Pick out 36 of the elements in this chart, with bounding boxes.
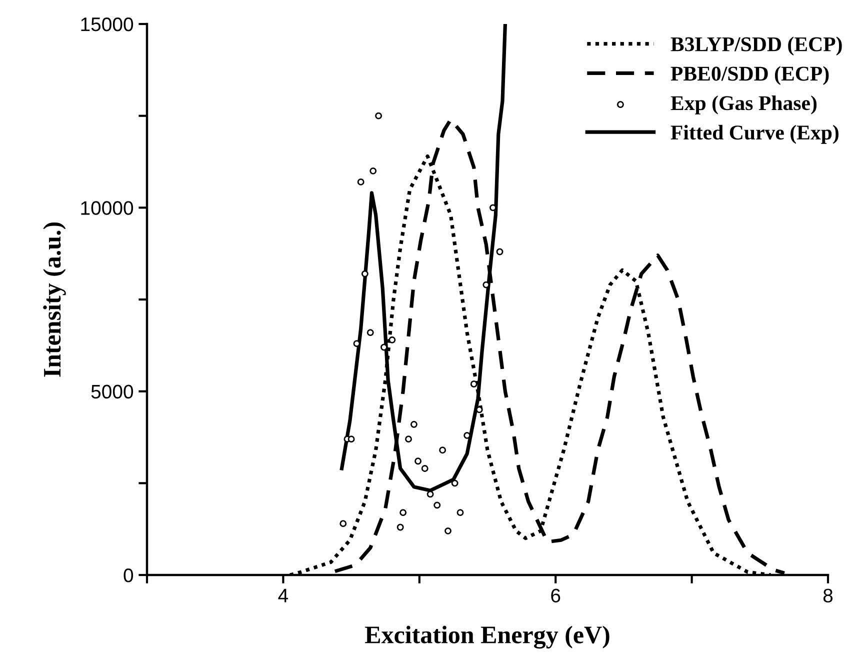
point	[396, 524, 404, 531]
y-tick-label: 5000	[91, 384, 134, 399]
point	[400, 509, 407, 516]
point	[370, 167, 377, 174]
legend-label: Fitted Curve (Exp)	[670, 124, 838, 144]
point	[426, 490, 434, 498]
y-tick-label: 15000	[81, 17, 134, 32]
point	[414, 458, 422, 465]
point	[380, 344, 388, 351]
point	[421, 465, 428, 472]
point	[444, 527, 452, 534]
point	[434, 502, 441, 509]
point	[456, 509, 464, 516]
point	[410, 420, 418, 428]
legend-label: PBE0/SDD (ECP)	[670, 66, 829, 85]
point	[388, 336, 396, 344]
point	[405, 436, 412, 443]
point	[496, 248, 504, 256]
point	[340, 520, 347, 528]
point	[451, 480, 458, 487]
legend-label: B3LYP/SDD (ECP)	[670, 36, 842, 56]
point	[439, 446, 446, 454]
point	[366, 329, 374, 336]
legend-label: Exp (Gas Phase)	[670, 96, 817, 114]
x-tick-label: 8	[823, 588, 833, 602]
point	[357, 178, 364, 186]
point	[361, 270, 368, 278]
x-tick-label: 6	[551, 588, 560, 602]
point	[470, 380, 478, 388]
point	[375, 112, 382, 120]
point	[348, 436, 355, 443]
x-axis-title: Excitation Energy (eV)	[365, 626, 610, 649]
y-tick-label: 0	[124, 568, 134, 582]
x-tick-label: 4	[278, 588, 288, 602]
y-axis-title: Intensity (a.u.)	[43, 222, 66, 377]
y-tick-label: 10000	[81, 201, 134, 215]
